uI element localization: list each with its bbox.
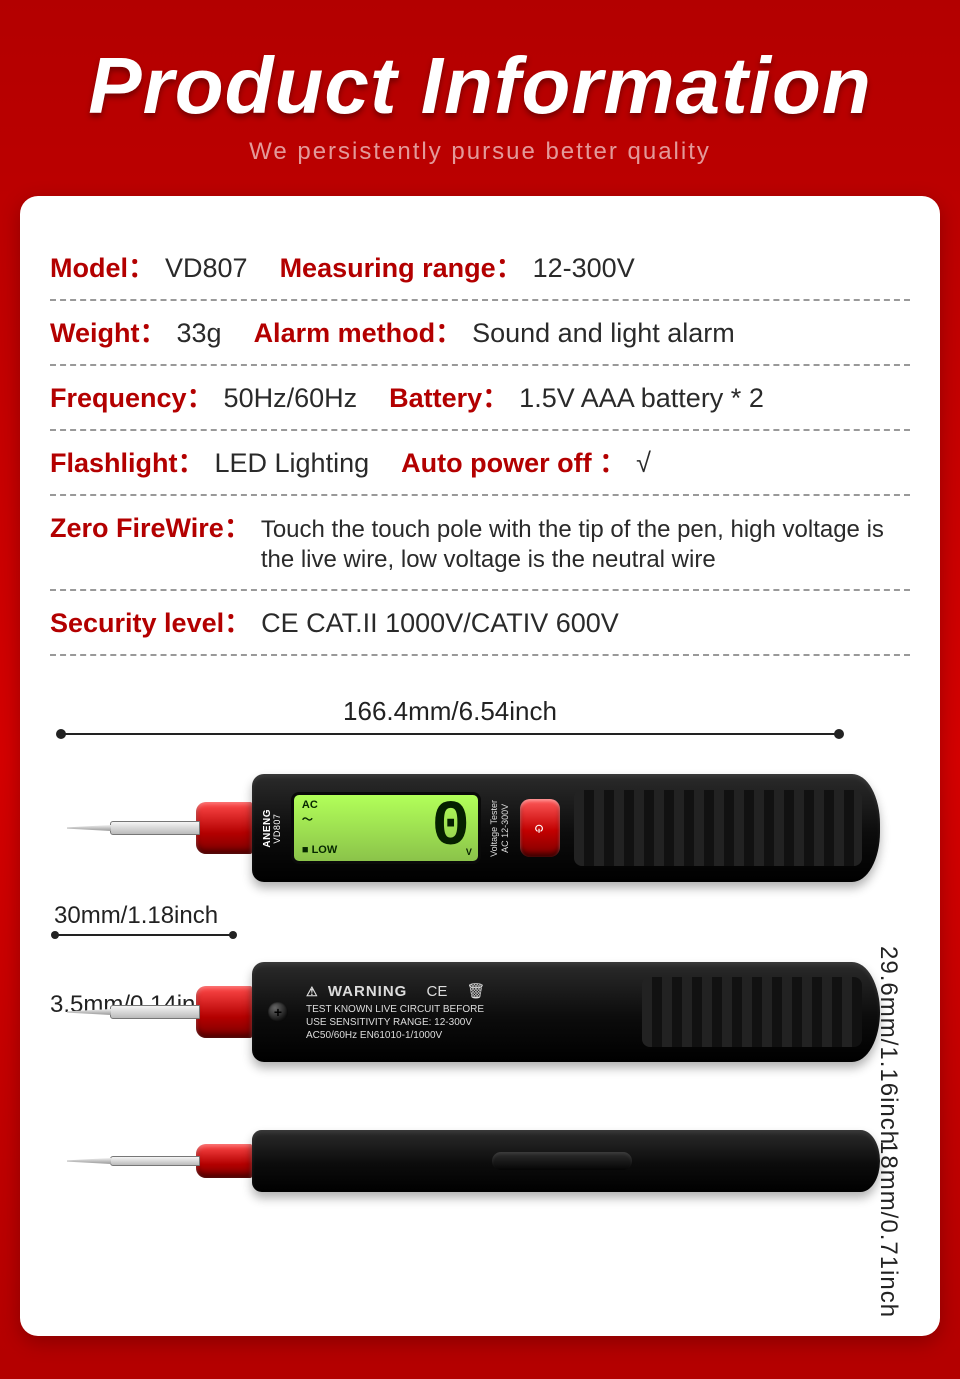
brand-label: ANENG VD807 (262, 809, 283, 848)
grip-area (574, 790, 862, 866)
warning-triangle-icon: ⚠ (306, 984, 319, 999)
spec-pair: Flashlight LED Lighting (50, 441, 369, 480)
spec-value: Touch the touch pole with the tip of the… (261, 515, 910, 575)
warning-panel: ⚠ WARNING CE 🗑 TEST KNOWN LIVE CIRCUIT B… (302, 976, 628, 1049)
spec-label: Security level (50, 601, 251, 640)
spec-value: 33g (177, 318, 222, 349)
spec-value: LED Lighting (215, 448, 370, 479)
device-body: ⚠ WARNING CE 🗑 TEST KNOWN LIVE CIRCUIT B… (252, 962, 880, 1062)
spec-label: Frequency (50, 376, 214, 415)
spec-row: Security level CE CAT.II 1000V/CATIV 600… (50, 591, 910, 656)
warning-line: TEST KNOWN LIVE CIRCUIT BEFORE (306, 1003, 628, 1016)
spec-label: Alarm method (254, 311, 463, 350)
model-label: VD807 (273, 809, 283, 848)
page-subtitle: We persistently pursue better quality (0, 138, 960, 166)
dimension-height-1: 29.6mm/1.16inch (874, 946, 902, 1145)
spec-value: CE CAT.II 1000V/CATIV 600V (261, 608, 619, 639)
spec-pair: Security level CE CAT.II 1000V/CATIV 600… (50, 601, 619, 640)
spec-row: Frequency 50Hz/60Hz Battery 1.5V AAA bat… (50, 366, 910, 431)
lcd-wave-icon: ～ (302, 813, 337, 828)
dimension-length: 166.4mm/6.54inch (60, 696, 840, 735)
spec-pair: Weight 33g (50, 311, 222, 350)
spec-label: Model (50, 246, 155, 285)
product-diagram: 166.4mm/6.54inch ANENG VD807 AC ～ (50, 696, 910, 1256)
page-title: Product Information (0, 40, 960, 132)
dimension-collar: 30mm/1.18inch (54, 902, 234, 936)
power-icon: ⏻ (534, 823, 546, 833)
power-button: ⏻ (520, 799, 560, 857)
spec-row: Weight 33g Alarm method Sound and light … (50, 301, 910, 366)
side-label-1: Voltage Tester (489, 800, 500, 857)
spec-row: Zero FireWire Touch the touch pole with … (50, 496, 910, 591)
spec-label: Auto power off (401, 441, 626, 480)
spec-value: 1.5V AAA battery * 2 (519, 383, 764, 414)
spec-label: Zero FireWire (50, 506, 251, 545)
warning-line: AC50/60Hz EN61010-1/1000V (306, 1029, 628, 1042)
spec-row: Flashlight LED Lighting Auto power off √ (50, 431, 910, 496)
infographic-frame: Product Information We persistently purs… (0, 0, 960, 1379)
lcd-unit: V (466, 847, 472, 857)
probe-collar (196, 1144, 252, 1178)
dimension-length-text: 166.4mm/6.54inch (343, 696, 557, 726)
device-body (252, 1130, 880, 1192)
grip-area (642, 977, 862, 1047)
side-label-2: AC 12-300V (500, 800, 511, 857)
spec-value: Sound and light alarm (472, 318, 735, 349)
device-top-view: ANENG VD807 AC ～ ■ LOW 0 V Voltage Teste (110, 774, 880, 882)
no-bin-icon: 🗑 (467, 983, 486, 1000)
probe-tip (110, 1005, 200, 1019)
spec-label: Flashlight (50, 441, 205, 480)
lcd-indicators: AC ～ ■ LOW (294, 798, 343, 858)
spec-pair: Frequency 50Hz/60Hz (50, 376, 357, 415)
lcd-display: AC ～ ■ LOW 0 V (291, 792, 481, 864)
spec-value: VD807 (165, 253, 248, 284)
spec-value: 50Hz/60Hz (224, 383, 358, 414)
side-label: Voltage Tester AC 12-300V (489, 800, 511, 857)
spec-value: 12-300V (533, 253, 635, 284)
dimension-collar-text: 30mm/1.18inch (54, 902, 218, 929)
spec-pair: Measuring range 12-300V (280, 246, 635, 285)
screw-icon (268, 1002, 288, 1022)
dimension-height-2: 18mm/0.71inch (874, 1141, 902, 1318)
spec-label: Measuring range (280, 246, 523, 285)
probe-collar (196, 802, 252, 854)
dimension-line (60, 733, 840, 735)
warning-title: WARNING (328, 983, 408, 1000)
ce-mark: CE (427, 983, 448, 1000)
device-body: ANENG VD807 AC ～ ■ LOW 0 V Voltage Teste (252, 774, 880, 882)
lcd-low: ■ LOW (302, 843, 337, 858)
spec-table: Model VD807 Measuring range 12-300V Weig… (50, 236, 910, 656)
probe-tip (110, 821, 200, 835)
probe-collar (196, 986, 252, 1038)
dimension-line (54, 934, 234, 936)
spec-pair: Battery 1.5V AAA battery * 2 (389, 376, 764, 415)
lcd-ac: AC (302, 798, 337, 813)
warning-title-row: ⚠ WARNING CE 🗑 (306, 982, 628, 1002)
content-card: Model VD807 Measuring range 12-300V Weig… (20, 196, 940, 1336)
warning-line: USE SENSITIVITY RANGE: 12-300V (306, 1016, 628, 1029)
spec-pair: Model VD807 (50, 246, 248, 285)
device-side-view (110, 1126, 880, 1196)
spec-row: Model VD807 Measuring range 12-300V (50, 236, 910, 301)
probe-tip (110, 1156, 200, 1166)
device-back-view: ⚠ WARNING CE 🗑 TEST KNOWN LIVE CIRCUIT B… (110, 962, 880, 1062)
header: Product Information We persistently purs… (0, 0, 960, 196)
spec-label: Battery (389, 376, 509, 415)
spec-label: Weight (50, 311, 167, 350)
clip-slot (492, 1152, 632, 1170)
spec-pair: Auto power off √ (401, 441, 651, 480)
spec-pair: Alarm method Sound and light alarm (254, 311, 735, 350)
spec-value: √ (636, 448, 651, 479)
